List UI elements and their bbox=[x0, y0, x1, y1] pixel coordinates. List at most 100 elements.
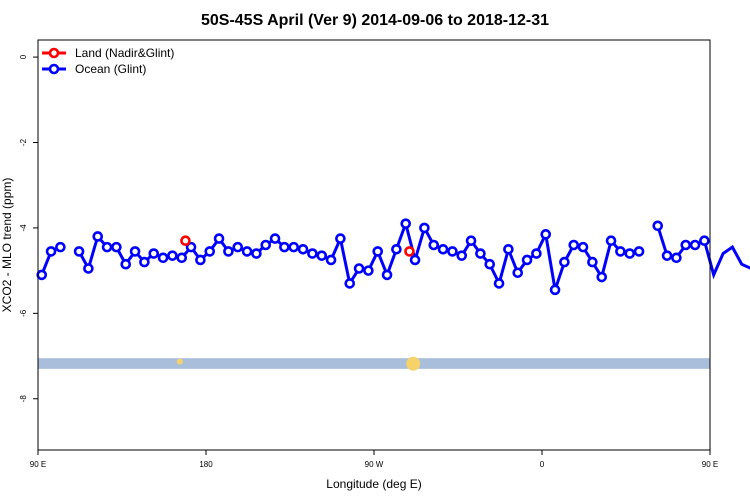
legend-item: Land (Nadir&Glint) bbox=[42, 46, 174, 60]
legend-marker bbox=[48, 47, 60, 59]
data-point bbox=[409, 254, 421, 266]
data-point bbox=[279, 241, 290, 253]
data-point bbox=[344, 278, 356, 289]
y-tick-label: -4 bbox=[19, 224, 28, 232]
data-point bbox=[624, 248, 636, 259]
data-point bbox=[129, 246, 141, 257]
x-axis: 90 E 180 90 W 0 90 E bbox=[30, 450, 718, 469]
series-ocean bbox=[36, 218, 750, 296]
data-point bbox=[101, 241, 113, 253]
data-point bbox=[484, 258, 496, 270]
data-point bbox=[596, 271, 608, 283]
y-tick-label: -8 bbox=[19, 395, 28, 403]
y-tick-label: -2 bbox=[19, 138, 28, 146]
data-point bbox=[615, 246, 626, 257]
data-point bbox=[120, 258, 132, 270]
y-tick-label: 0 bbox=[19, 54, 28, 59]
data-point bbox=[185, 241, 197, 253]
data-point bbox=[671, 252, 682, 264]
data-point bbox=[335, 233, 346, 244]
data-point bbox=[83, 263, 94, 274]
data-point bbox=[241, 246, 253, 257]
data-point bbox=[269, 233, 281, 244]
plot-area bbox=[36, 218, 750, 371]
data-point bbox=[176, 252, 188, 264]
data-point bbox=[475, 248, 486, 259]
data-point bbox=[195, 254, 206, 266]
data-point bbox=[92, 231, 104, 242]
data-point bbox=[381, 269, 393, 281]
data-point bbox=[577, 241, 589, 253]
data-point bbox=[465, 235, 477, 247]
legend-label: Ocean (Glint) bbox=[75, 62, 146, 76]
series-land bbox=[180, 235, 415, 257]
data-point bbox=[157, 252, 169, 264]
y-axis-label: XCO2 - MLO trend (ppm) bbox=[0, 178, 14, 313]
coverage-marker bbox=[406, 356, 421, 371]
x-tick-label: 90 E bbox=[702, 460, 718, 469]
data-point bbox=[148, 248, 160, 259]
data-point bbox=[652, 220, 664, 232]
data-point bbox=[36, 269, 48, 281]
data-point bbox=[45, 246, 57, 257]
data-point bbox=[531, 248, 542, 259]
data-point bbox=[447, 246, 458, 257]
data-point bbox=[316, 250, 328, 261]
data-point bbox=[512, 267, 524, 279]
data-point bbox=[391, 243, 402, 255]
data-point bbox=[456, 250, 468, 261]
y-axis: 0 -2 -4 -6 -8 bbox=[19, 54, 38, 402]
coverage-band bbox=[38, 358, 710, 369]
data-point bbox=[55, 241, 66, 253]
data-point bbox=[437, 243, 449, 255]
data-point bbox=[549, 284, 561, 296]
data-point bbox=[605, 235, 617, 247]
legend-marker bbox=[48, 63, 60, 75]
data-point bbox=[661, 250, 673, 261]
data-point bbox=[540, 229, 552, 240]
data-point bbox=[73, 246, 85, 257]
data-point bbox=[633, 246, 645, 257]
x-tick-label: 180 bbox=[199, 460, 213, 469]
series-line bbox=[656, 225, 750, 280]
chart-title: 50S-45S April (Ver 9) 2014-09-06 to 2018… bbox=[201, 12, 549, 29]
x-tick-label: 90 E bbox=[30, 460, 46, 469]
data-point bbox=[139, 256, 150, 268]
data-point bbox=[288, 241, 300, 253]
data-point bbox=[372, 246, 384, 257]
data-point bbox=[568, 239, 580, 251]
data-point bbox=[363, 265, 374, 276]
data-point bbox=[689, 239, 701, 251]
data-point bbox=[213, 233, 225, 244]
data-point bbox=[260, 239, 272, 251]
data-point bbox=[521, 254, 533, 266]
data-point bbox=[180, 235, 191, 247]
data-point bbox=[167, 250, 178, 261]
data-point bbox=[419, 222, 430, 234]
coverage-marker bbox=[176, 358, 183, 365]
data-point bbox=[680, 239, 692, 251]
data-point bbox=[251, 248, 262, 259]
data-point bbox=[111, 241, 122, 253]
data-point bbox=[493, 278, 505, 289]
x-axis-label: Longitude (deg E) bbox=[326, 477, 421, 491]
x-tick-label: 90 W bbox=[365, 460, 384, 469]
data-point bbox=[428, 239, 440, 251]
data-point bbox=[587, 256, 598, 268]
data-point bbox=[353, 263, 365, 274]
data-point bbox=[325, 254, 337, 266]
legend-item: Ocean (Glint) bbox=[42, 62, 146, 76]
y-tick-label: -6 bbox=[19, 309, 28, 317]
data-point bbox=[559, 256, 570, 268]
data-point bbox=[223, 246, 234, 257]
data-point bbox=[404, 246, 415, 257]
data-point bbox=[400, 218, 412, 229]
data-point bbox=[204, 246, 216, 257]
x-tick-label: 0 bbox=[540, 460, 545, 469]
data-point bbox=[503, 243, 514, 255]
data-point bbox=[232, 241, 244, 253]
data-point bbox=[297, 243, 309, 255]
data-point bbox=[307, 248, 318, 259]
legend-label: Land (Nadir&Glint) bbox=[75, 46, 174, 60]
